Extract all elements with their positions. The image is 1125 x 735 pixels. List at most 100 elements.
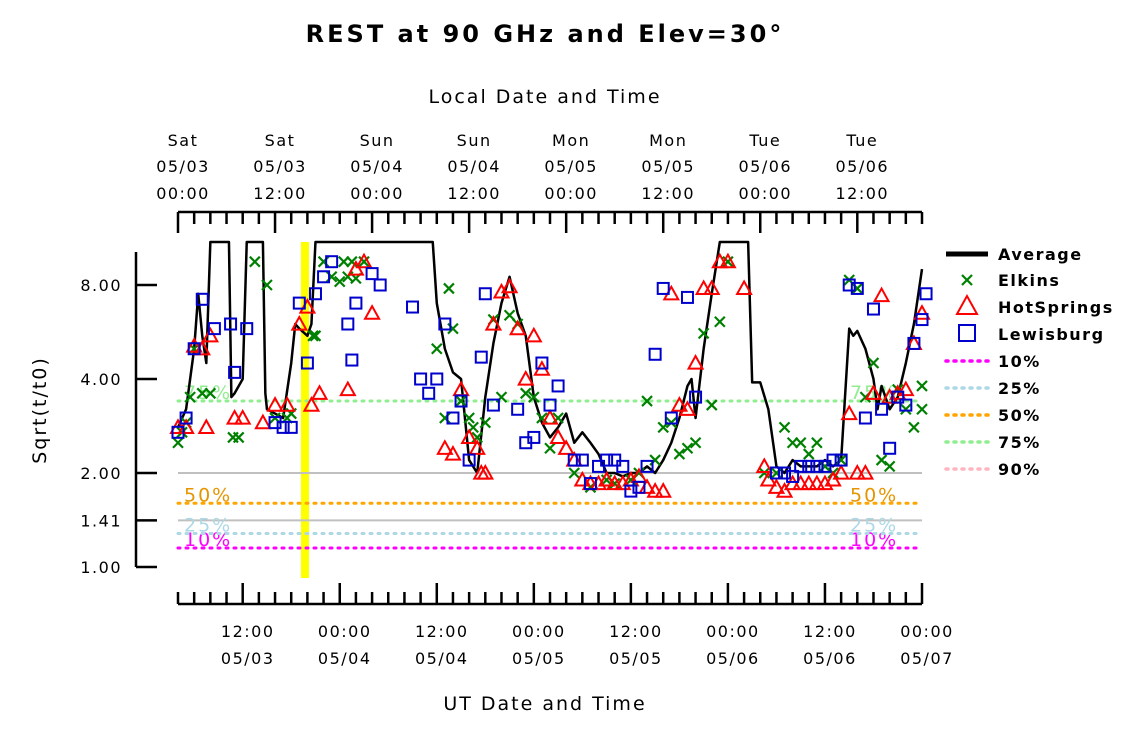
point-hotsprings-56 [735,279,753,296]
point-lewisburg-10 [284,420,298,434]
legend-item-hotsprings: HotSprings [955,293,1112,317]
point-hotsprings-5 [201,326,220,343]
legend-item-elkins: Elkins [961,271,1060,290]
point-lewisburg-22 [414,372,428,386]
top-tick-label-date-7: 05/06 [835,157,889,176]
point-lewisburg-68 [891,390,905,404]
point-elkins-48-b [641,395,653,407]
axes-layer: 1.00 1.41 2.00 4.00 8.00 Sat 05/03 00:00 Sat 05/0… [80,131,954,668]
point-lewisburg-15 [325,255,339,269]
point-elkins-3-b [184,391,196,403]
top-tick-label-time-5: 12:00 [641,184,695,203]
point-elkins-59 [758,467,771,479]
point-lewisburg-1 [179,411,193,425]
point-elkins-59-b [758,467,771,479]
series-average [176,240,924,478]
point-elkins-79 [916,380,928,392]
bottom-tick-label-time-7: 00:00 [900,622,954,641]
point-elkins-76-b [900,403,912,416]
point-lewisburg-69 [899,398,913,412]
point-elkins-32 [479,416,492,429]
top-tick-label-day-6: Tue [748,131,781,150]
point-elkins-24-b [431,342,443,355]
point-hotsprings-11 [290,314,309,331]
point-elkins-27-b [447,322,459,335]
point-hotsprings-31 [525,326,543,343]
bottom-tick-label-time-5: 00:00 [706,622,760,641]
point-elkins-73 [875,454,888,466]
point-lewisburg-27 [454,394,468,408]
top-tick-label-date-0: 05/03 [156,157,210,176]
point-elkins-76 [900,403,912,416]
point-lewisburg-29 [474,350,488,364]
point-lewisburg-37 [551,379,565,393]
point-elkins-53-b [681,442,694,455]
point-hotsprings-59 [767,478,786,494]
point-elkins-9-b [249,255,261,268]
point-lewisburg-61 [834,453,848,467]
point-lewisburg-23 [422,386,436,400]
point-lewisburg-60 [826,453,840,467]
point-hotsprings-2 [185,336,203,353]
point-elkins-26 [443,282,455,295]
point-hotsprings-22 [460,428,478,445]
point-lewisburg-50 [664,411,678,425]
top-tick-label-day-4: Mon [552,131,590,150]
point-lewisburg-25 [438,317,452,331]
point-elkins-63-b [794,436,807,449]
legend-label-50pct: 50% [998,406,1041,425]
percentile-lines-layer: 10% 10%25% 25%50% 50%75% 75% [176,382,924,551]
point-elkins-35-b [503,309,516,322]
point-lewisburg-58 [810,459,824,473]
point-lewisburg-35 [535,356,549,370]
y-tick-label-3: 4.00 [80,370,122,389]
point-hotsprings-18 [363,304,381,320]
legend: Average Elkins HotSprings Lewisburg 10% 25% 50… [944,245,1112,479]
point-hotsprings-10 [278,396,296,412]
point-elkins-63 [794,436,807,449]
point-lewisburg-19 [365,267,379,281]
point-lewisburg-18 [349,296,363,310]
y-tick-label-4: 8.00 [80,276,122,295]
point-elkins-74 [883,460,896,473]
legend-item-90pct: 90% [944,460,1039,479]
percentile-label-left-2: 50% [184,484,232,506]
point-lewisburg-17 [345,353,359,367]
point-elkins-77 [908,421,920,434]
point-elkins-78-b [916,403,928,416]
top-tick-label-date-3: 05/04 [447,157,501,176]
point-hotsprings-30 [517,369,535,386]
point-lewisburg-5 [224,317,238,331]
point-lewisburg-0 [171,425,185,439]
legend-label-elkins: Elkins [998,271,1060,290]
bottom-tick-label-date-6: 05/06 [803,649,857,668]
top-axis-title: Local Date and Time [428,86,661,108]
point-hotsprings-27 [492,282,511,299]
point-elkins-48 [641,395,653,407]
point-lewisburg-2 [187,342,201,356]
top-tick-label-time-2: 00:00 [350,184,404,203]
point-elkins-54-b [689,436,702,449]
point-lewisburg-40 [583,477,597,491]
point-elkins-55-b [697,327,710,340]
point-hotsprings-29 [508,319,527,336]
point-lewisburg-44 [616,459,630,473]
point-hotsprings-72 [872,286,891,303]
point-hotsprings-16 [347,259,365,276]
legend-item-50pct: 50% [944,406,1041,425]
bottom-tick-label-date-1: 05/04 [318,649,372,668]
series-layer [169,240,933,498]
top-tick-label-day-5: Mon [649,131,687,150]
point-elkins-32-b [479,416,492,429]
legend-swatch-lewisburg [958,324,976,342]
bottom-tick-label-date-4: 05/05 [609,649,663,668]
point-elkins-26-b [443,282,455,295]
point-elkins-65 [811,436,823,449]
point-hotsprings-71 [864,384,883,400]
point-lewisburg-26 [446,411,460,425]
point-hotsprings-35 [557,439,575,455]
point-hotsprings-33 [541,408,559,425]
point-lewisburg-11 [292,296,306,310]
point-lewisburg-72 [919,287,933,301]
point-elkins-8-b [232,431,245,444]
